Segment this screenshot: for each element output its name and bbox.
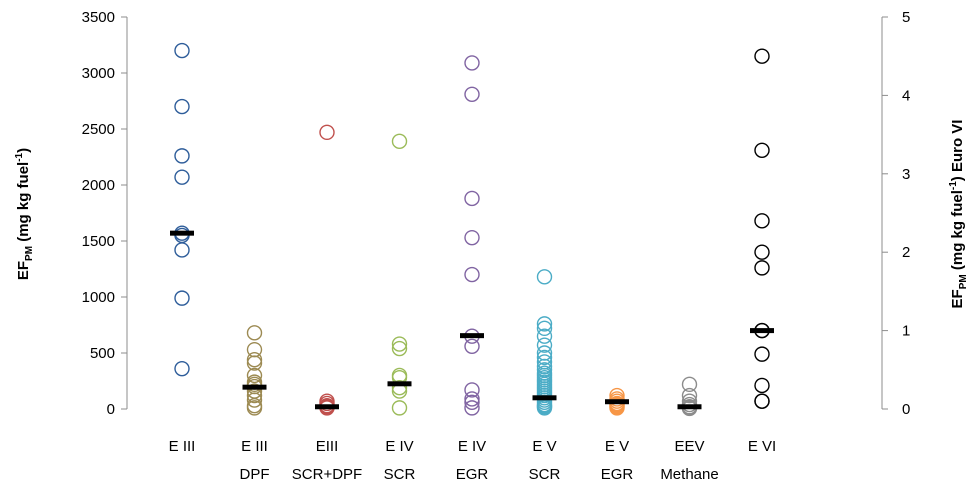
data-point (464, 382, 480, 398)
data-point (174, 98, 190, 115)
data-point (754, 346, 770, 362)
category-label: E III (241, 438, 268, 455)
data-point (681, 387, 698, 404)
data-point (754, 142, 770, 158)
data-point (754, 48, 770, 64)
median-bar (387, 381, 412, 387)
median-bar (315, 404, 339, 410)
data-point (754, 244, 770, 260)
data-point (464, 266, 480, 283)
y-axis-title-left: EFPM (mg kg fuel-1) (14, 148, 35, 280)
data-point (246, 400, 263, 416)
data-point (174, 242, 190, 258)
data-point (174, 42, 190, 59)
data-point (536, 269, 553, 285)
category-label-line2: SCR (529, 466, 561, 483)
category-label-line2: DPF (240, 466, 270, 483)
data-point (319, 124, 335, 141)
category-label: E III (169, 438, 196, 455)
data-point (246, 325, 263, 341)
y-tick-label-left: 500 (90, 345, 115, 362)
data-point (464, 394, 480, 410)
data-point (174, 148, 190, 164)
category-label-line2: SCR (384, 466, 416, 483)
data-point (246, 367, 263, 384)
category-label-line2: EGR (601, 466, 634, 483)
axis-labels: 0 500 1000 1500 2000 2500 3000 3500 0 1 2 3 4 5 E III E… (82, 9, 911, 483)
data-point (464, 86, 480, 102)
data-point (246, 355, 263, 371)
data-point (754, 377, 770, 394)
data-point (391, 340, 408, 357)
data-point (536, 349, 553, 366)
data-point (464, 338, 480, 354)
data-point (174, 290, 190, 306)
median-bar (677, 404, 702, 410)
data-point (391, 133, 408, 150)
y-tick-label-left: 1000 (82, 289, 115, 306)
y-tick-label-right: 4 (902, 87, 910, 104)
y-tick-label-left: 3500 (82, 9, 115, 26)
category-label: E IV (385, 438, 413, 455)
data-point (246, 352, 263, 368)
data-point (464, 229, 480, 246)
data-point (536, 337, 553, 353)
data-point (464, 55, 480, 71)
axes (121, 16, 888, 410)
data-point (536, 400, 553, 416)
median-bar (242, 384, 267, 390)
y-tick-label-left: 3000 (82, 65, 115, 82)
category-label: E IV (458, 438, 486, 455)
data-point (391, 336, 408, 352)
y-axis-title-right: EFPM (mg kg fuel-1) Euro VI (948, 120, 969, 309)
median-bar (532, 395, 557, 401)
y-tick-label-right: 1 (902, 323, 910, 340)
data-point (536, 328, 553, 344)
y-tick-label-left: 1500 (82, 233, 115, 250)
category-label: E V (532, 438, 556, 455)
y-tick-label-right: 3 (902, 166, 910, 183)
data-point (536, 320, 553, 337)
y-tick-label-left: 0 (107, 401, 115, 418)
data-point (681, 376, 698, 393)
data-point (464, 400, 480, 416)
data-point (391, 380, 408, 396)
y-tick-label-right: 0 (902, 401, 910, 418)
data-point (391, 400, 408, 416)
y-tick-label-right: 5 (902, 9, 910, 26)
median-bar (460, 333, 484, 339)
category-label: EIII (316, 438, 339, 455)
data-point (464, 190, 480, 207)
data-point (536, 316, 553, 332)
data-point (174, 360, 190, 377)
data-points (174, 42, 770, 417)
median-bar (170, 230, 194, 236)
data-point (246, 392, 263, 408)
median-markers (170, 230, 774, 410)
median-bar (605, 399, 629, 405)
data-point (464, 391, 480, 407)
data-point (174, 169, 190, 185)
category-label: EEV (674, 438, 704, 455)
y-tick-label-right: 2 (902, 244, 910, 261)
median-bar (750, 328, 774, 334)
category-label-line2: EGR (456, 466, 489, 483)
y-tick-label-left: 2000 (82, 177, 115, 194)
category-label: E V (605, 438, 629, 455)
y-tick-label-left: 2500 (82, 121, 115, 138)
category-label: E VI (748, 438, 776, 455)
category-label-line2: SCR+DPF (292, 466, 362, 483)
data-point (754, 393, 770, 409)
data-point (754, 213, 770, 229)
data-point (754, 260, 770, 276)
category-label-line2: Methane (660, 466, 718, 483)
